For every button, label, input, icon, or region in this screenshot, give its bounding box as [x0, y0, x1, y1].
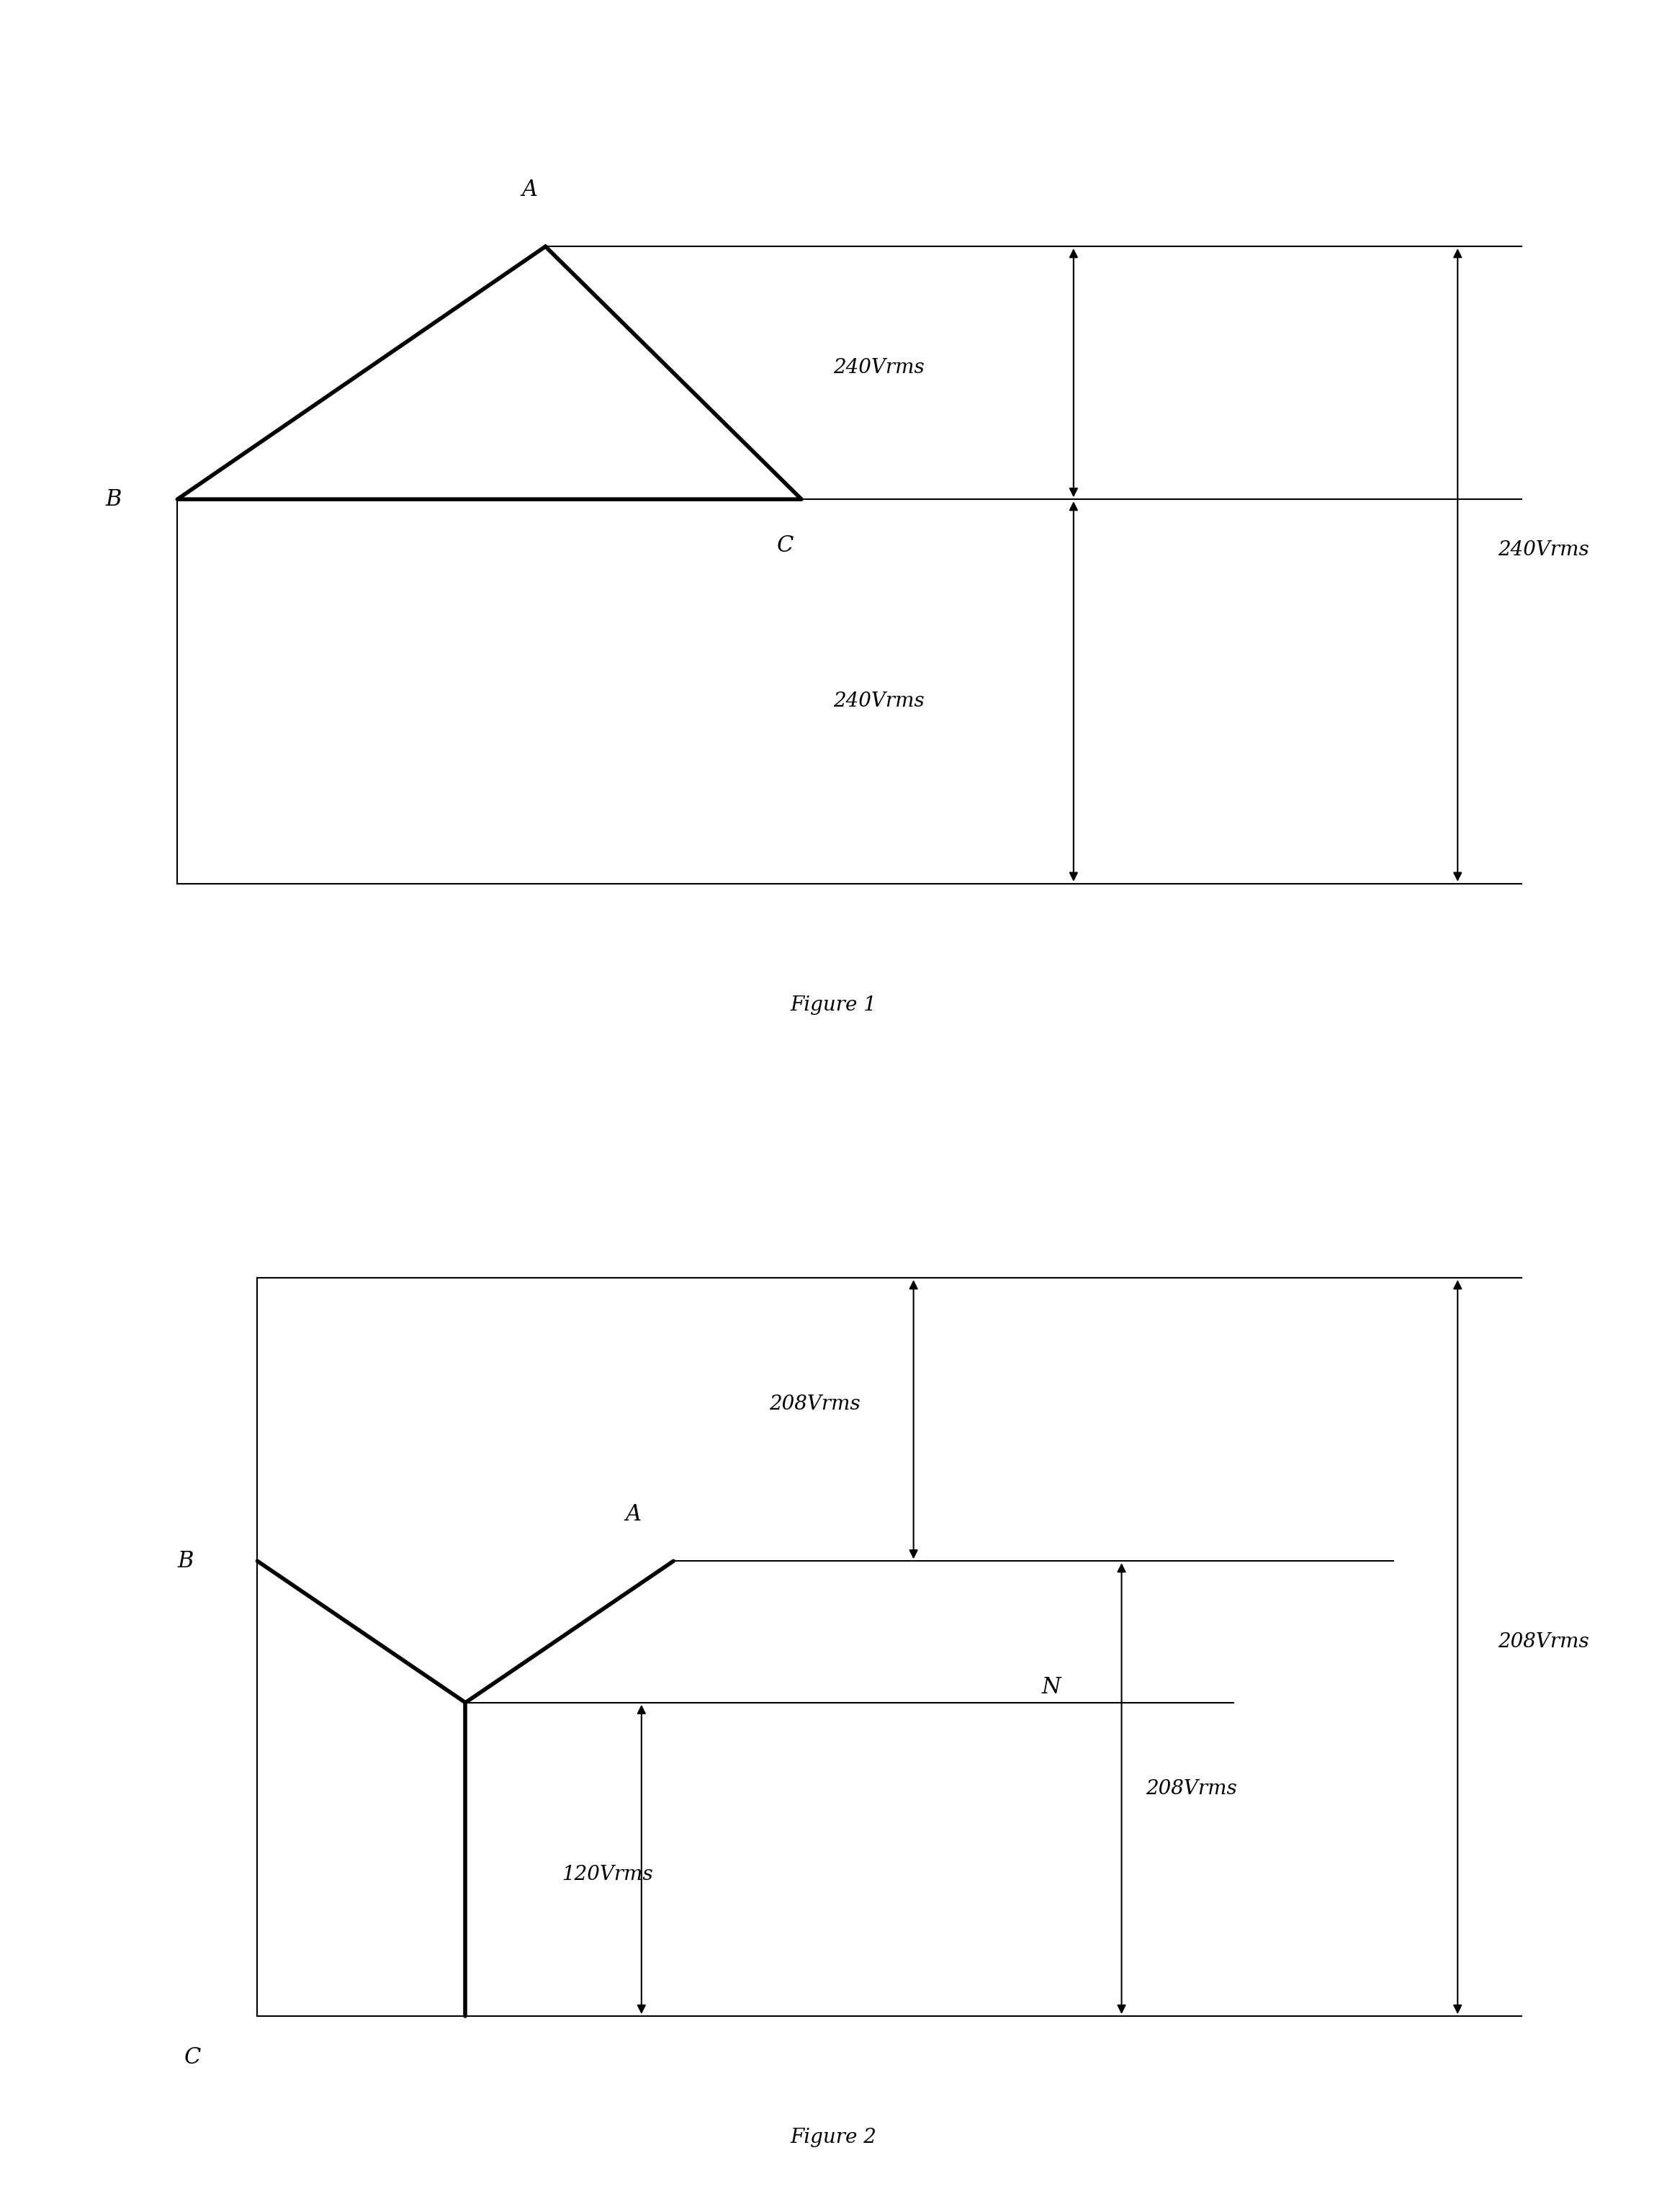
Text: 208Vrms: 208Vrms: [770, 1394, 860, 1413]
Text: 208Vrms: 208Vrms: [1145, 1778, 1237, 1798]
Text: C: C: [777, 535, 793, 557]
Text: B: B: [105, 489, 122, 511]
Text: C: C: [185, 2046, 202, 2068]
Text: N: N: [1042, 1677, 1060, 1699]
Text: Figure 2: Figure 2: [790, 2128, 877, 2148]
Text: 240Vrms: 240Vrms: [834, 358, 925, 378]
Text: B: B: [177, 1551, 193, 1573]
Text: 240Vrms: 240Vrms: [834, 692, 925, 712]
Text: 240Vrms: 240Vrms: [1497, 540, 1589, 560]
Text: 120Vrms: 120Vrms: [562, 1865, 653, 1885]
Text: Figure 1: Figure 1: [790, 995, 877, 1015]
Text: 208Vrms: 208Vrms: [1497, 1632, 1589, 1652]
Text: A: A: [625, 1504, 642, 1526]
Text: A: A: [522, 179, 537, 201]
